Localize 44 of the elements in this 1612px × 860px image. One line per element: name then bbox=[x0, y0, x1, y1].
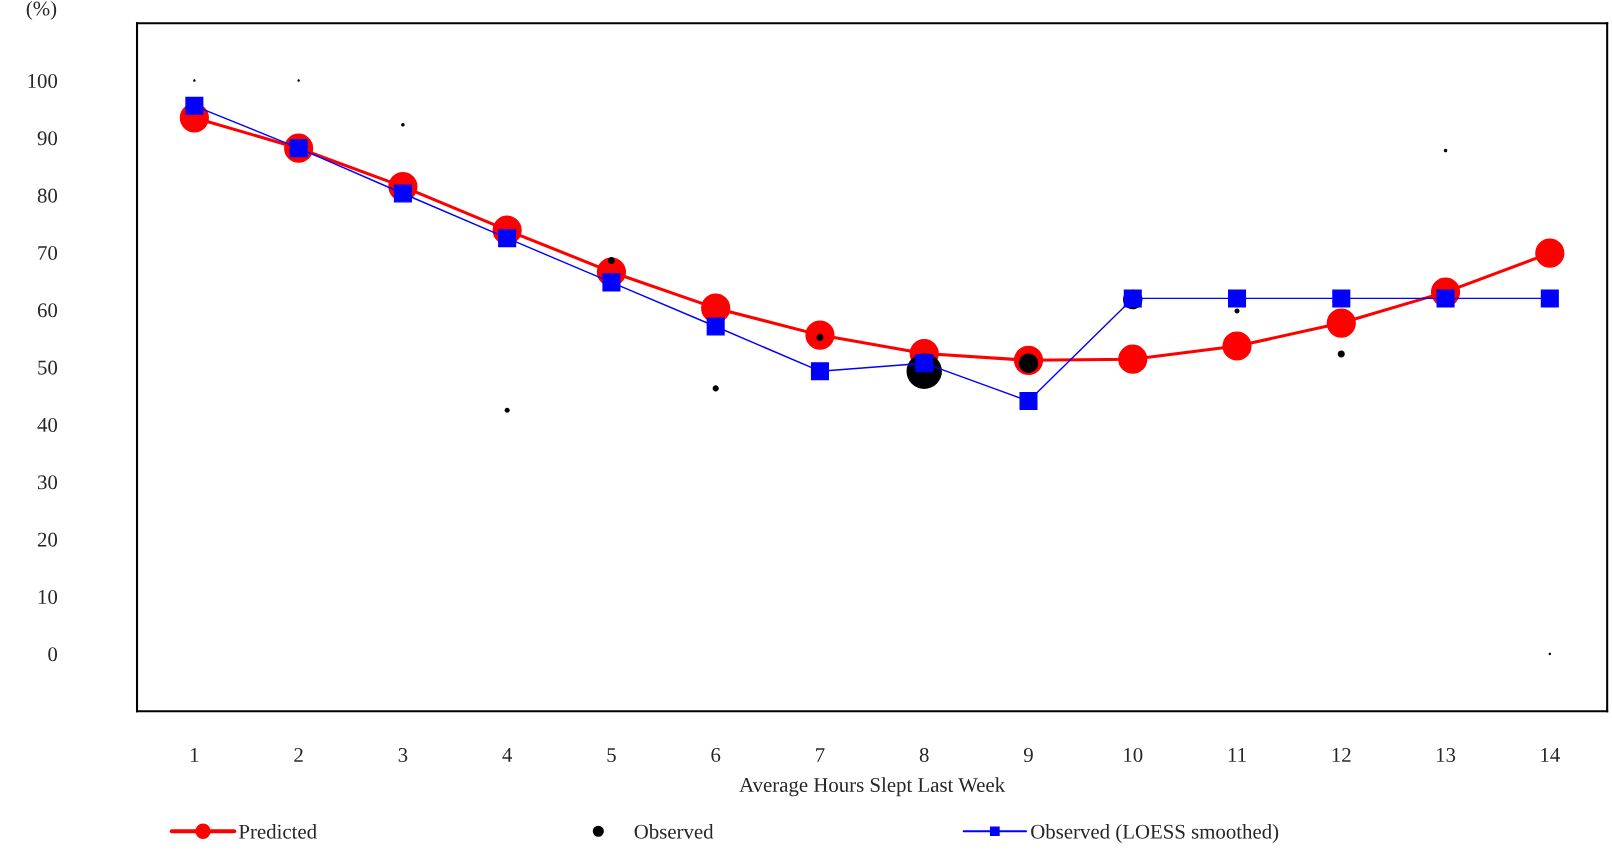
x-tick-label: 14 bbox=[1541, 748, 1560, 762]
x-tick-label: 5 bbox=[607, 748, 616, 762]
x-tick-label: 2 bbox=[294, 747, 303, 762]
point bbox=[498, 229, 517, 248]
x-tick-label: 13 bbox=[1436, 747, 1456, 762]
y-tick-label: 80 bbox=[37, 188, 58, 203]
x-tick-label: 7 bbox=[816, 748, 825, 762]
y-tick-label: 60 bbox=[37, 303, 58, 318]
point bbox=[810, 362, 829, 381]
y-tick-label: 70 bbox=[38, 245, 58, 260]
point bbox=[1535, 238, 1565, 268]
y-tick-label: 20 bbox=[37, 532, 58, 547]
x-tick-label: 4 bbox=[502, 748, 513, 762]
point bbox=[602, 273, 621, 292]
y-tick-label: 10 bbox=[38, 589, 58, 604]
x-tick-label: 3 bbox=[398, 747, 408, 762]
x-tick-label: 12 bbox=[1332, 747, 1351, 762]
y-tick-label: 90 bbox=[37, 131, 58, 146]
x-tick-label: 8 bbox=[919, 747, 929, 762]
point bbox=[1332, 289, 1351, 308]
legend-label: Observed bbox=[634, 824, 714, 839]
x-tick-label: 10 bbox=[1124, 747, 1143, 762]
point bbox=[1222, 331, 1252, 361]
x-axis-title: Average Hours Slept Last Week bbox=[739, 777, 1006, 797]
point bbox=[1227, 289, 1247, 308]
point bbox=[805, 320, 835, 350]
x-tick-label: 9 bbox=[1023, 747, 1033, 762]
point bbox=[185, 96, 204, 115]
y-tick-label: 40 bbox=[37, 417, 58, 432]
x-tick-label: 11 bbox=[1228, 748, 1246, 762]
point bbox=[1326, 308, 1356, 338]
y-tick-label: 0 bbox=[48, 647, 58, 662]
y-axis-title: (%) bbox=[26, 0, 57, 20]
point bbox=[1540, 289, 1559, 308]
y-tick-label: 50 bbox=[38, 360, 58, 375]
point bbox=[1019, 392, 1038, 411]
point bbox=[706, 317, 725, 336]
legend-label: Predicted bbox=[239, 824, 317, 839]
point bbox=[1118, 344, 1148, 374]
x-tick-label: 1 bbox=[190, 748, 199, 762]
x-tick-label: 6 bbox=[711, 747, 721, 762]
legend-label: Observed (LOESS smoothed) bbox=[1031, 824, 1279, 843]
y-tick-label: 30 bbox=[38, 475, 58, 490]
y-tick-label: 100 bbox=[28, 73, 58, 88]
